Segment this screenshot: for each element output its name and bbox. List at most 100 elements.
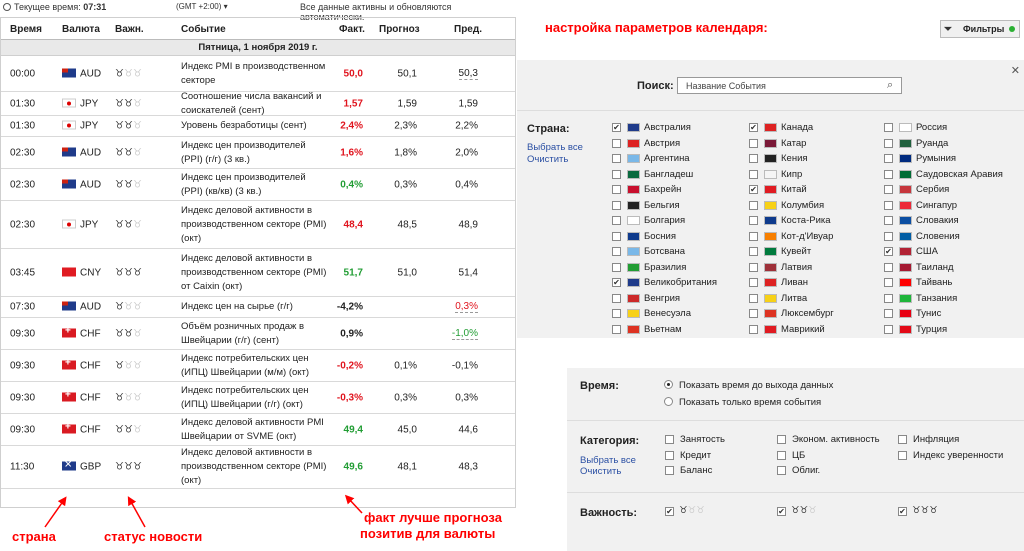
country-checkbox[interactable] bbox=[884, 262, 893, 272]
category-checkbox[interactable] bbox=[898, 435, 907, 444]
category-checkbox[interactable] bbox=[665, 466, 674, 475]
country-checkbox[interactable] bbox=[612, 138, 621, 148]
country-checkbox[interactable] bbox=[749, 169, 758, 179]
table-row[interactable]: 11:30 GBP ♉♉♉ Индекс деловой активности в п… bbox=[1, 446, 515, 489]
event-name[interactable]: Индекс цен производителей (PPI) (кв/кв) … bbox=[181, 171, 306, 197]
table-row[interactable]: 02:30 JPY ♉♉♉ Индекс деловой активности в п… bbox=[1, 201, 515, 249]
table-row[interactable]: 02:30 AUD ♉♉♉ Индекс цен производителей (PP… bbox=[1, 137, 515, 169]
category-checkbox[interactable] bbox=[665, 450, 674, 460]
importance-checkbox[interactable]: ✔ bbox=[665, 507, 674, 516]
col-currency[interactable]: Валюта bbox=[62, 24, 100, 35]
col-importance[interactable]: Важн. bbox=[115, 24, 144, 35]
category-checkbox[interactable] bbox=[898, 450, 907, 460]
event-name[interactable]: Индекс деловой активности PMI Швейцарии … bbox=[181, 416, 324, 442]
country-checkbox[interactable] bbox=[749, 247, 758, 256]
event-name[interactable]: Индекс потребительских цен (ИПЦ) Швейцар… bbox=[181, 384, 309, 410]
event-name[interactable]: Индекс деловой активности в производстве… bbox=[181, 447, 327, 486]
country-checkbox[interactable] bbox=[612, 293, 621, 303]
event-name[interactable]: Индекс потребительских цен (ИПЦ) Швейцар… bbox=[181, 352, 310, 378]
country-checkbox[interactable] bbox=[884, 169, 893, 179]
country-checkbox[interactable]: ✔ bbox=[612, 123, 621, 132]
filters-button[interactable]: ⏷ Фильтры bbox=[940, 20, 1020, 38]
country-checkbox[interactable] bbox=[884, 185, 893, 194]
category-checkbox[interactable] bbox=[777, 435, 786, 444]
country-checkbox[interactable] bbox=[749, 200, 758, 210]
importance-checkbox[interactable]: ✔ bbox=[898, 507, 907, 516]
select-all-countries[interactable]: Выбрать все bbox=[527, 142, 583, 153]
country-name: Литва bbox=[781, 292, 808, 304]
country-checkbox[interactable] bbox=[749, 231, 758, 241]
country-checkbox[interactable] bbox=[884, 200, 893, 210]
country-checkbox[interactable] bbox=[612, 231, 621, 241]
country-checkbox[interactable] bbox=[612, 247, 621, 256]
country-checkbox[interactable] bbox=[884, 216, 893, 225]
country-checkbox[interactable] bbox=[884, 154, 893, 163]
radio-time-until[interactable] bbox=[664, 380, 673, 389]
radio-time-event[interactable] bbox=[664, 397, 673, 406]
category-checkbox[interactable] bbox=[777, 450, 786, 460]
country-checkbox[interactable] bbox=[749, 309, 758, 318]
country-checkbox[interactable] bbox=[612, 262, 621, 272]
country-checkbox[interactable] bbox=[749, 324, 758, 334]
country-checkbox[interactable] bbox=[612, 324, 621, 334]
country-checkbox[interactable] bbox=[884, 309, 893, 318]
country-checkbox[interactable] bbox=[884, 293, 893, 303]
table-row[interactable]: 09:30 CHF ♉♉♉ Индекс потребительских цен (И… bbox=[1, 382, 515, 414]
country-checkbox[interactable] bbox=[749, 216, 758, 225]
country-checkbox[interactable]: ✔ bbox=[884, 247, 893, 256]
country-checkbox[interactable] bbox=[612, 185, 621, 194]
country-checkbox[interactable] bbox=[749, 154, 758, 163]
table-row[interactable]: 09:30 CHF ♉♉♉ Индекс деловой активности PMI… bbox=[1, 414, 515, 446]
event-name[interactable]: Индекс цен производителей (PPI) (г/г) (3… bbox=[181, 139, 306, 165]
country-checkbox[interactable] bbox=[612, 169, 621, 179]
table-row[interactable]: 02:30 AUD ♉♉♉ Индекс цен производителей (PP… bbox=[1, 169, 515, 201]
table-row[interactable]: 00:00 AUD ♉♉♉ Индекс PMI в производственном… bbox=[1, 56, 515, 92]
event-name[interactable]: Уровень безработицы (сент) bbox=[181, 120, 307, 131]
importance-checkbox[interactable]: ✔ bbox=[777, 507, 786, 516]
event-previous: 44,6 bbox=[458, 424, 478, 435]
event-name[interactable]: Индекс деловой активности в производстве… bbox=[181, 204, 327, 244]
country-checkbox[interactable] bbox=[749, 278, 758, 287]
table-row[interactable]: 01:30 JPY ♉♉♉ Уровень безработицы (сент) 2,4… bbox=[1, 116, 515, 137]
country-checkbox[interactable] bbox=[884, 123, 893, 132]
table-row[interactable]: 01:30 JPY ♉♉♉ Соотношение числа вакансий и … bbox=[1, 90, 515, 116]
col-event[interactable]: Событие bbox=[181, 24, 226, 35]
table-row[interactable]: 03:45 CNY ♉♉♉ Индекс деловой активности в п… bbox=[1, 249, 515, 297]
country-checkbox[interactable]: ✔ bbox=[749, 123, 758, 132]
country-checkbox[interactable]: ✔ bbox=[749, 185, 758, 194]
country-checkbox[interactable] bbox=[612, 200, 621, 210]
table-row[interactable]: 07:30 AUD ♉♉♉ Индекс цен на сырье (г/г) -4,2… bbox=[1, 297, 515, 318]
event-name[interactable]: Соотношение числа вакансий и соискателей… bbox=[181, 90, 322, 116]
country-checkbox[interactable] bbox=[612, 216, 621, 225]
event-name[interactable]: Индекс PMI в производственном секторе bbox=[181, 60, 326, 86]
event-name[interactable]: Индекс цен на сырье (г/г) bbox=[181, 301, 293, 312]
country-name: Руанда bbox=[916, 137, 949, 149]
country-checkbox[interactable] bbox=[884, 138, 893, 148]
table-row[interactable]: 09:30 CHF ♉♉♉ Индекс потребительских цен (И… bbox=[1, 350, 515, 382]
col-previous[interactable]: Пред. bbox=[454, 24, 482, 35]
event-name[interactable]: Объём розничных продаж в Швейцарии (г/г)… bbox=[181, 320, 305, 346]
country-checkbox[interactable] bbox=[884, 231, 893, 241]
country-checkbox[interactable] bbox=[884, 278, 893, 287]
search-icon[interactable]: ⌕ bbox=[887, 79, 894, 91]
close-icon[interactable]: ✕ bbox=[1010, 65, 1020, 77]
col-time[interactable]: Время bbox=[10, 24, 42, 35]
table-row[interactable]: 09:30 CHF ♉♉♉ Объём розничных продаж в Швей… bbox=[1, 318, 515, 350]
category-checkbox[interactable] bbox=[665, 435, 674, 444]
category-checkbox[interactable] bbox=[777, 466, 786, 475]
country-checkbox[interactable] bbox=[749, 262, 758, 272]
select-all-categories[interactable]: Выбрать все bbox=[580, 455, 636, 466]
col-actual[interactable]: Факт. bbox=[339, 24, 365, 35]
country-checkbox[interactable] bbox=[884, 324, 893, 334]
timezone-select[interactable]: (GMT +2:00) ▾ bbox=[176, 2, 228, 11]
clear-categories[interactable]: Очистить bbox=[580, 466, 622, 477]
country-checkbox[interactable] bbox=[749, 138, 758, 148]
search-input[interactable]: Название События bbox=[677, 77, 902, 94]
country-checkbox[interactable] bbox=[749, 293, 758, 303]
country-checkbox[interactable] bbox=[612, 309, 621, 318]
country-checkbox[interactable]: ✔ bbox=[612, 278, 621, 287]
col-forecast[interactable]: Прогноз bbox=[379, 24, 420, 35]
country-checkbox[interactable] bbox=[612, 154, 621, 163]
clear-countries[interactable]: Очистить bbox=[527, 154, 569, 165]
event-name[interactable]: Индекс деловой активности в производстве… bbox=[181, 252, 327, 292]
